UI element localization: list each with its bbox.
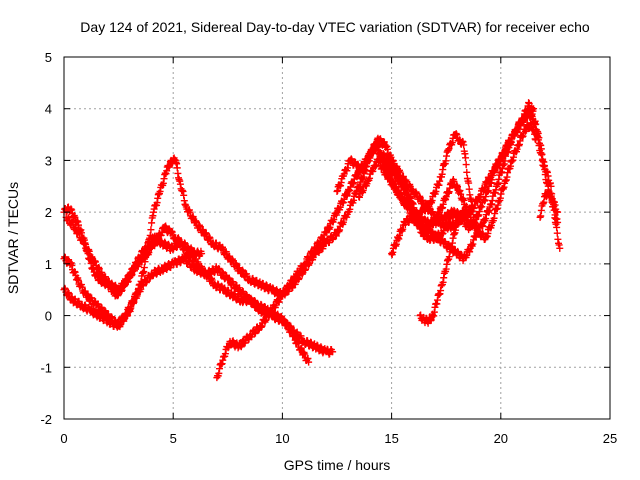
y-axis-label: SDTVAR / TECUs — [5, 182, 21, 294]
x-tick-label: 0 — [60, 431, 67, 446]
y-tick-label: -1 — [40, 360, 52, 375]
y-tick-label: 5 — [45, 50, 52, 65]
x-tick-label: 5 — [170, 431, 177, 446]
y-tick-label: 1 — [45, 257, 52, 272]
series-track-l — [536, 186, 562, 226]
data-point-dense — [63, 214, 312, 365]
series-track-i — [388, 130, 479, 259]
x-tick-label: 20 — [494, 431, 508, 446]
y-tick-label: 2 — [45, 205, 52, 220]
y-tick-label: 4 — [45, 102, 52, 117]
y-tick-label: 0 — [45, 309, 52, 324]
y-tick-label: 3 — [45, 153, 52, 168]
x-tick-label: 10 — [275, 431, 289, 446]
y-tick-label: -2 — [40, 412, 52, 427]
x-axis-label: GPS time / hours — [284, 457, 391, 473]
data-point-dense — [537, 186, 561, 223]
y-tick-labels: -2 -1 0 1 2 3 4 5 — [40, 50, 52, 427]
data-points — [60, 99, 564, 382]
plot-frame — [63, 56, 611, 420]
series-track-d — [62, 213, 313, 366]
x-tick-label: 25 — [603, 431, 617, 446]
x-tick-label: 15 — [384, 431, 398, 446]
data-point-dense — [334, 104, 537, 245]
chart-title: Day 124 of 2021, Sidereal Day-to-day VTE… — [80, 19, 590, 35]
x-tick-labels: 0 5 10 15 20 25 — [60, 431, 617, 446]
data-point-dense — [388, 130, 478, 259]
axis-ticks — [63, 56, 611, 420]
series-track-k — [333, 104, 538, 245]
